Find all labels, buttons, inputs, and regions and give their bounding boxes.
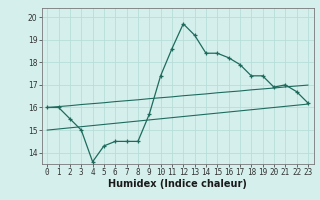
X-axis label: Humidex (Indice chaleur): Humidex (Indice chaleur) [108,179,247,189]
